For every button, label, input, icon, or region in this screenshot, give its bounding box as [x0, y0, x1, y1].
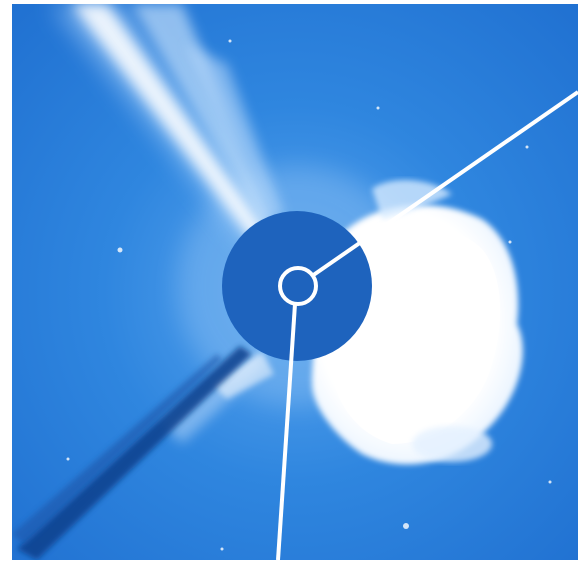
sun-circle	[278, 266, 318, 306]
instrument-pylon-down	[276, 303, 297, 560]
instrument-pylon-right	[310, 90, 578, 278]
background-stars	[66, 39, 552, 551]
occulting-disk	[222, 211, 372, 361]
coronal-streamer-upper-left	[52, 4, 284, 244]
dark-streak	[12, 346, 252, 560]
coronagraph-image	[12, 4, 578, 560]
coronal-streamer-lower-left	[162, 349, 274, 444]
